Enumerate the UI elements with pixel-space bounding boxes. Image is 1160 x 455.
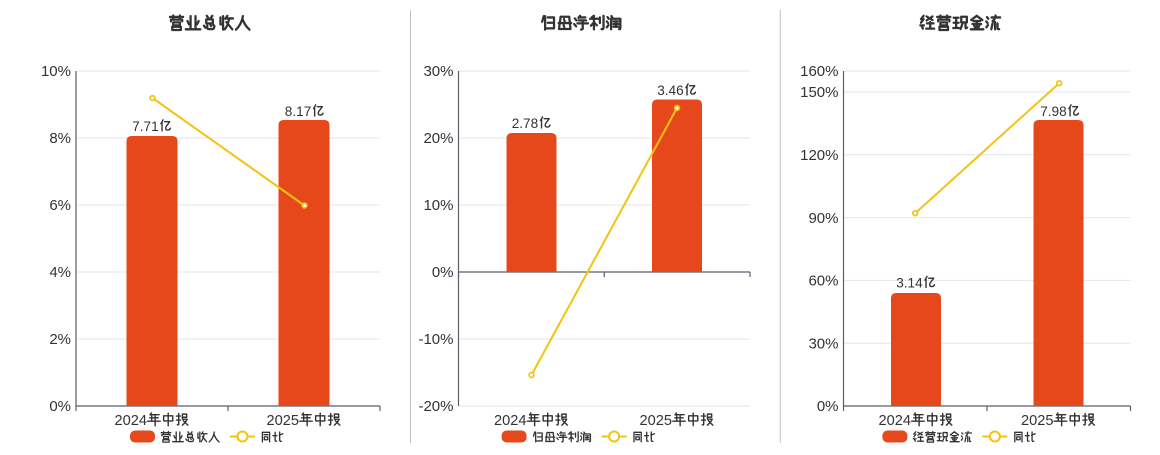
svg-text:10%: 10%: [41, 63, 71, 80]
svg-text:2024: 2024: [115, 413, 147, 429]
svg-text:2025: 2025: [1021, 413, 1053, 429]
svg-text:2025: 2025: [640, 413, 672, 429]
svg-text:7.71: 7.71: [132, 119, 158, 134]
svg-text:-20%: -20%: [418, 398, 453, 415]
svg-text:7.98: 7.98: [1040, 104, 1066, 119]
svg-text:2%: 2%: [49, 331, 71, 348]
svg-text:8.17: 8.17: [285, 104, 311, 119]
svg-text:0%: 0%: [817, 398, 839, 415]
svg-text:2024: 2024: [879, 413, 911, 429]
svg-text:3.46: 3.46: [657, 83, 683, 98]
svg-text:60%: 60%: [808, 273, 838, 290]
svg-text:2.78: 2.78: [512, 116, 538, 131]
svg-text:10%: 10%: [423, 197, 453, 214]
svg-text:0%: 0%: [432, 264, 454, 281]
svg-text:120%: 120%: [800, 147, 838, 164]
svg-text:0%: 0%: [49, 398, 71, 415]
svg-text:30%: 30%: [808, 335, 838, 352]
svg-text:-10%: -10%: [418, 331, 453, 348]
svg-text:30%: 30%: [423, 63, 453, 80]
svg-text:160%: 160%: [800, 63, 838, 80]
svg-text:3.14: 3.14: [896, 276, 923, 291]
svg-text:6%: 6%: [49, 197, 71, 214]
svg-text:8%: 8%: [49, 130, 71, 147]
svg-text:20%: 20%: [423, 130, 453, 147]
svg-text:90%: 90%: [808, 210, 838, 227]
svg-text:2025: 2025: [267, 413, 299, 429]
svg-text:4%: 4%: [49, 264, 71, 281]
svg-text:2024: 2024: [494, 413, 526, 429]
svg-text:150%: 150%: [800, 84, 838, 101]
